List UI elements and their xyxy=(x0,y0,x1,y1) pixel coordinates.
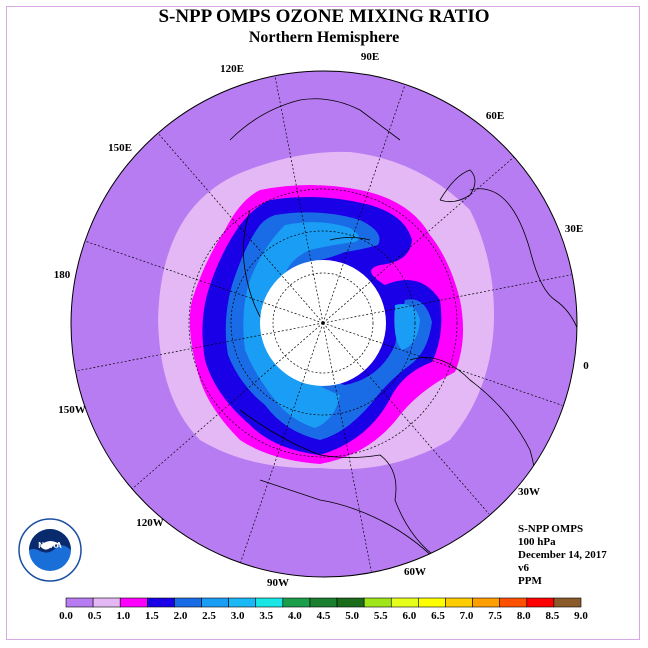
colorbar-tick-label: 1.0 xyxy=(116,610,130,622)
colorbar-tick-label: 7.0 xyxy=(460,610,474,622)
contour-band-2-5 xyxy=(243,222,359,428)
colorbar-tick-label: 0.0 xyxy=(59,610,73,622)
colorbar-segment xyxy=(119,597,148,608)
longitude-label: 150E xyxy=(108,142,132,154)
figure-frame xyxy=(6,6,640,640)
colorbar-tick-label: 3.0 xyxy=(231,610,245,622)
longitude-label: 120W xyxy=(136,517,164,529)
colorbar-tick-label: 4.0 xyxy=(288,610,302,622)
longitude-label: 150W xyxy=(58,404,86,416)
colorbar-tick-label: 3.5 xyxy=(259,610,273,622)
colorbar-tick-label: 5.0 xyxy=(345,610,359,622)
colorbar-tick-label: 8.5 xyxy=(546,610,560,622)
latitude-circle xyxy=(188,188,458,458)
colorbar-tick-label: 9.0 xyxy=(574,610,588,622)
colorbar-segment xyxy=(499,597,528,608)
longitude-label: 120E xyxy=(220,63,244,75)
colorbar-tick-label: 4.5 xyxy=(317,610,331,622)
colorbar-segment xyxy=(92,597,121,608)
colorbar-segment xyxy=(553,597,582,608)
colorbar-tick-label: 6.0 xyxy=(402,610,416,622)
colorbar-segment xyxy=(147,597,175,608)
colorbar-tick-label: 6.5 xyxy=(431,610,445,622)
noaa-logo-icon: NOAA xyxy=(18,518,82,582)
colorbar-segment xyxy=(390,597,419,608)
longitude-label: 0 xyxy=(583,360,589,372)
info-instrument: S-NPP OMPS xyxy=(518,523,584,535)
latitude-circle xyxy=(230,230,416,416)
noaa-logo: NOAA xyxy=(18,518,82,587)
info-level: 100 hPa xyxy=(518,536,556,548)
colorbar-segment xyxy=(445,597,473,608)
colorbar-segment xyxy=(65,597,94,608)
colorbar-tick-label: 2.5 xyxy=(202,610,216,622)
figure-subtitle: Northern Hemisphere xyxy=(248,29,400,46)
colorbar-segment xyxy=(336,597,365,608)
ozone-contours xyxy=(74,74,577,576)
info-units: PPM xyxy=(518,575,542,587)
longitude-label: 30E xyxy=(564,223,584,235)
contour-band-2-5-atlantic xyxy=(394,304,420,350)
longitude-label: 90W xyxy=(267,577,289,589)
colorbar-tick-label: 7.5 xyxy=(488,610,502,622)
longitude-label: 60W xyxy=(404,566,426,578)
colorbar-segment xyxy=(228,597,257,608)
colorbar-segment xyxy=(418,597,446,608)
colorbar-tick-label: 0.5 xyxy=(88,610,102,622)
colorbar-segment xyxy=(255,597,284,608)
colorbar-segment xyxy=(201,597,229,608)
colorbar-tick-label: 1.5 xyxy=(145,610,159,622)
colorbar-segment xyxy=(472,597,500,608)
colorbar-tick-label: 5.5 xyxy=(374,610,388,622)
colorbar-tick-label: 8.0 xyxy=(517,610,531,622)
colorbar-tick-label: 2.0 xyxy=(174,610,188,622)
info-date: December 14, 2017 xyxy=(518,549,607,561)
longitude-label: 180 xyxy=(53,269,71,281)
colorbar-segment xyxy=(526,597,555,608)
colorbar-segment xyxy=(309,597,338,608)
logo-text: NOAA xyxy=(38,541,62,550)
longitude-label: 60E xyxy=(485,110,505,122)
longitude-label: 90E xyxy=(360,51,380,63)
latitude-circle xyxy=(272,272,374,374)
info-version: v6 xyxy=(518,562,529,574)
longitude-label: 30W xyxy=(518,486,540,498)
graticule xyxy=(74,74,572,572)
colorbar-segment xyxy=(363,597,392,608)
figure-title: S-NPP OMPS OZONE MIXING RATIO xyxy=(158,6,490,27)
colorbar-segment xyxy=(282,597,311,608)
colorbar-segment xyxy=(174,597,202,608)
